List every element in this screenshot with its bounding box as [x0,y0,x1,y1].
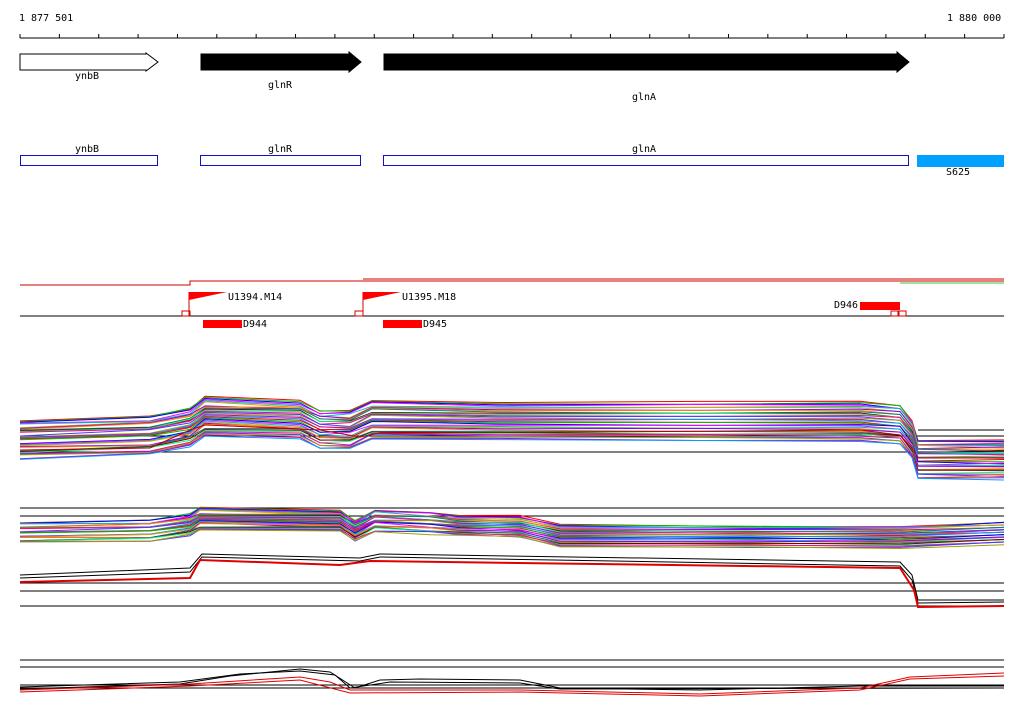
annotation-label-ynbB: ynbB [75,144,100,155]
annotation-label-glnA: glnA [632,144,657,155]
promoter-label-U1394: U1394.M14 [228,292,283,303]
annotation-label-S625: S625 [946,167,971,178]
annotation-box-S625[interactable] [917,155,1004,167]
block-label-D946: D946 [834,300,859,311]
feature-block-D944[interactable] [203,320,242,328]
ruler-start-label: 1 877 501 [19,13,74,24]
annotation-box-ynbB[interactable] [20,155,158,166]
expression-panel-2 [19,506,1005,609]
gene-label-glnR: glnR [268,80,293,91]
ruler-end-label: 1 880 000 [947,13,1002,24]
promoter-flag-U1394[interactable] [181,292,227,317]
annotation-box-glnA[interactable] [383,155,909,166]
annotation-box-glnR[interactable] [200,155,361,166]
gene-label-glnA: glnA [632,92,657,103]
coordinate-ruler [19,34,1005,39]
block-label-D945: D945 [423,319,448,330]
promoter-label-U1395: U1395.M18 [402,292,457,303]
feature-block-D945[interactable] [383,320,422,328]
block-label-D944: D944 [243,319,268,330]
gene-label-ynbB: ynbB [75,71,100,82]
gene-arrow-glnR[interactable] [200,50,362,74]
feature-block-D946[interactable] [860,302,900,310]
feature-track [20,292,1004,328]
gene-arrow-ynbB[interactable] [19,52,159,72]
expression-panel-3 [19,659,1005,697]
annotation-label-glnR: glnR [268,144,293,155]
expression-panel-1 [19,395,1005,481]
gene-arrow-glnA[interactable] [383,50,910,74]
promoter-flag-U1395[interactable] [354,292,401,317]
coverage-lines [20,278,1004,286]
